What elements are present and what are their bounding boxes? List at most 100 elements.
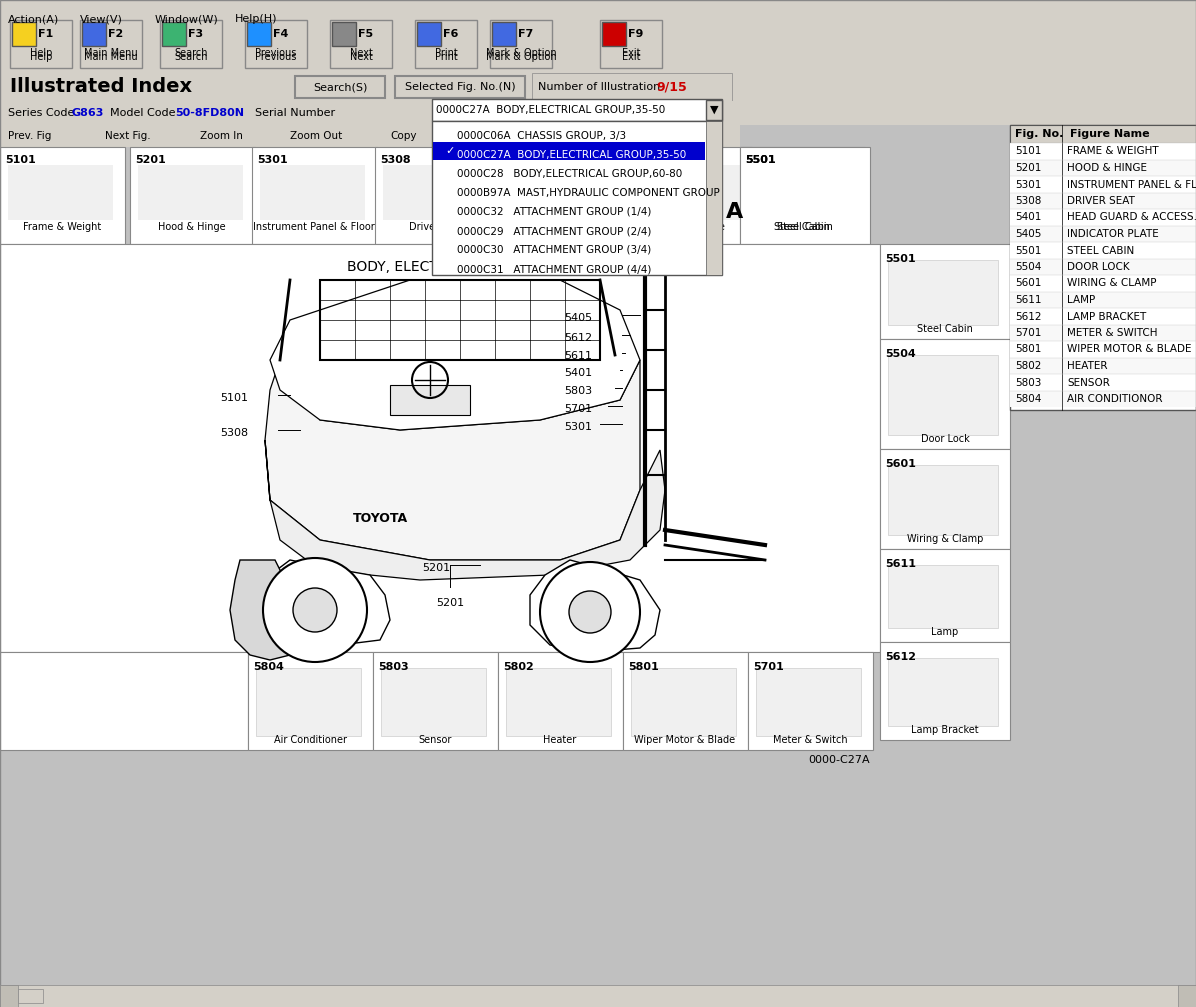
Circle shape (263, 558, 367, 662)
Bar (1009, 209, 1196, 226)
Text: Lamp Bracket: Lamp Bracket (911, 725, 978, 735)
Text: 5501: 5501 (745, 155, 776, 165)
Text: 5308: 5308 (1015, 196, 1042, 206)
Text: 5803: 5803 (563, 386, 592, 396)
Bar (83, 22, 106, 46)
Polygon shape (266, 359, 640, 560)
Bar (248, 22, 271, 46)
Text: Steel Cabin: Steel Cabin (774, 222, 830, 232)
Bar (1009, 143, 1196, 159)
Bar (8, 165, 112, 220)
Text: Window(W): Window(W) (155, 14, 219, 24)
Bar (887, 355, 997, 435)
Text: 5308: 5308 (220, 428, 248, 438)
Bar (513, 165, 618, 220)
Bar (748, 165, 853, 220)
Bar (376, 147, 500, 244)
Text: Copy: Copy (390, 131, 416, 141)
Text: HEATER: HEATER (1067, 361, 1107, 371)
Bar (1009, 324, 1196, 341)
Text: ✓: ✓ (445, 146, 454, 156)
Bar (887, 465, 997, 535)
Text: 5201: 5201 (135, 155, 166, 165)
Text: Air Conditioner: Air Conditioner (274, 735, 347, 745)
Bar (390, 385, 470, 415)
Bar (332, 22, 356, 46)
Text: 0000C29   ATTACHMENT GROUP (2/4): 0000C29 ATTACHMENT GROUP (2/4) (457, 226, 652, 236)
Bar (1009, 159, 1196, 176)
Bar (0, 985, 1196, 1007)
Bar (490, 20, 553, 68)
Text: Next Fig.: Next Fig. (105, 131, 151, 141)
Text: LAMP BRACKET: LAMP BRACKET (1067, 311, 1146, 321)
Bar (720, 195, 750, 230)
Bar (505, 147, 630, 244)
Bar (0, 101, 1196, 125)
Bar (627, 147, 752, 244)
Text: Prev. Fig: Prev. Fig (8, 131, 51, 141)
Bar (130, 147, 255, 244)
Text: Main Menu: Main Menu (84, 48, 138, 58)
Text: 0000B97A  MAST,HYDRAULIC COMPONENT GROUP: 0000B97A MAST,HYDRAULIC COMPONENT GROUP (457, 188, 720, 198)
Bar (1009, 275, 1196, 291)
Text: 5201: 5201 (422, 563, 450, 573)
Text: Zoom In: Zoom In (200, 131, 243, 141)
Bar (395, 76, 525, 98)
Bar (1009, 291, 1196, 308)
Bar (532, 73, 732, 101)
Text: F5: F5 (358, 29, 373, 39)
Text: Zoom Out: Zoom Out (289, 131, 342, 141)
Bar (80, 20, 142, 68)
Bar (0, 985, 18, 1007)
Text: 5201: 5201 (435, 598, 464, 608)
Text: Mark & Option: Mark & Option (486, 52, 556, 62)
Text: Help(H): Help(H) (234, 14, 277, 24)
Text: F9: F9 (628, 29, 643, 39)
Text: View(V): View(V) (80, 14, 123, 24)
Text: STEEL CABIN: STEEL CABIN (1067, 246, 1134, 256)
Text: Fig. No.: Fig. No. (1015, 129, 1063, 139)
Bar (880, 642, 1009, 740)
Bar (0, 0, 1196, 18)
Text: Figure Name: Figure Name (1070, 129, 1149, 139)
Text: Exit: Exit (622, 48, 640, 58)
Text: Steel Cabin: Steel Cabin (917, 324, 972, 334)
Bar (0, 125, 740, 147)
Text: 5804: 5804 (1015, 394, 1042, 404)
Bar (12, 22, 36, 46)
Bar (740, 147, 869, 244)
Bar (635, 165, 740, 220)
Bar (1178, 985, 1196, 1007)
Text: Next: Next (349, 48, 372, 58)
Text: 5301: 5301 (565, 422, 592, 432)
Bar (160, 20, 222, 68)
Text: 5401: 5401 (1015, 212, 1042, 223)
Bar (373, 652, 498, 750)
Bar (880, 549, 1009, 642)
Text: G863: G863 (72, 108, 104, 118)
Text: 5601: 5601 (885, 459, 916, 469)
Text: Steel Cabin: Steel Cabin (777, 222, 832, 232)
Text: Serial Number: Serial Number (255, 108, 335, 118)
Bar (1009, 192, 1196, 209)
Text: 5101: 5101 (220, 393, 248, 403)
Text: F7: F7 (518, 29, 533, 39)
Bar (382, 668, 486, 736)
Bar (0, 18, 1196, 73)
Text: HEAD GUARD & ACCESS...: HEAD GUARD & ACCESS... (1067, 212, 1196, 223)
Polygon shape (270, 280, 640, 430)
Circle shape (569, 591, 611, 633)
Text: 5501: 5501 (745, 155, 776, 165)
Bar (1009, 226, 1196, 242)
Text: 5803: 5803 (378, 662, 409, 672)
Text: Sensor: Sensor (419, 735, 452, 745)
Text: 5201: 5201 (1015, 163, 1042, 173)
Text: 5612: 5612 (885, 652, 916, 662)
Text: 0000C30   ATTACHMENT GROUP (3/4): 0000C30 ATTACHMENT GROUP (3/4) (457, 245, 652, 255)
Polygon shape (230, 560, 295, 660)
Circle shape (541, 562, 640, 662)
Text: 0000C06A  CHASSIS GROUP, 3/3: 0000C06A CHASSIS GROUP, 3/3 (457, 131, 627, 141)
Text: HOOD & HINGE: HOOD & HINGE (1067, 163, 1147, 173)
Text: 5504: 5504 (885, 349, 916, 359)
Bar (260, 165, 365, 220)
